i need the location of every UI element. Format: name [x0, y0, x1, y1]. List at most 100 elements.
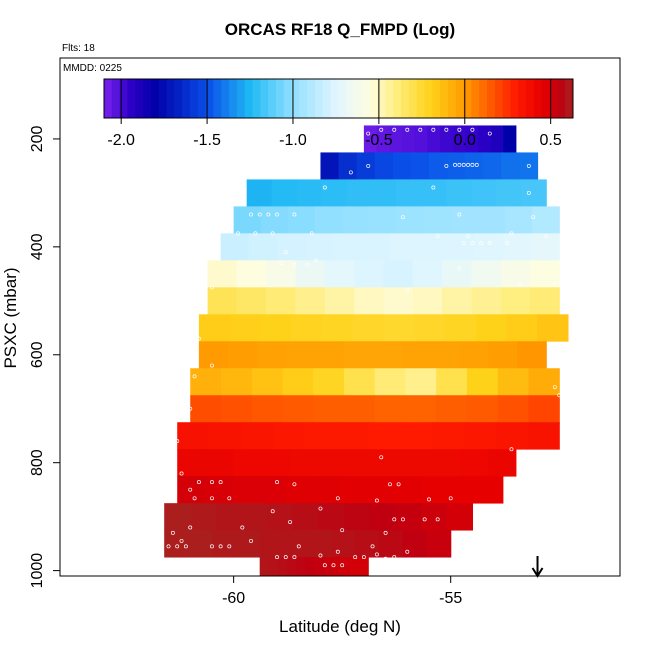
- heatmap-cell-r1-c6: [428, 152, 448, 180]
- colorbar-tick-label-1: -1.5: [193, 132, 221, 149]
- heatmap-cell-r14-c7: [343, 503, 371, 531]
- heatmap-cell-r5-c0: [207, 260, 238, 288]
- sample-point-20: [322, 185, 327, 190]
- colorbar-segment-53: [518, 79, 527, 118]
- heatmap-cell-r12-c3: [261, 449, 291, 477]
- colorbar-segment-49: [487, 79, 496, 118]
- sample-point-44: [505, 241, 510, 246]
- sample-point-0: [366, 131, 371, 136]
- colorbar-segment-58: [557, 79, 566, 118]
- heatmap-cell-r3-c9: [477, 206, 506, 234]
- sample-point-65: [561, 401, 566, 406]
- colorbar-segment-15: [221, 79, 230, 118]
- colorbar-segment-28: [322, 79, 332, 118]
- colorbar-tick-label-2: -1.0: [279, 132, 307, 149]
- sample-point-82: [374, 498, 379, 503]
- heatmap-cell-r16-c2: [277, 557, 288, 577]
- sample-point-95: [340, 528, 345, 533]
- heatmap-cell-r6-c4: [324, 287, 355, 315]
- sample-point-32: [253, 231, 258, 236]
- colorbar-segment-33: [361, 79, 371, 118]
- heatmap-cell-r9-c2: [251, 368, 284, 396]
- colorbar-tick-label-3: -0.5: [365, 132, 393, 149]
- sample-point-45: [279, 261, 284, 265]
- heatmap-cell-r3-c2: [287, 206, 316, 234]
- heatmap-cell-r7-c8: [444, 314, 477, 342]
- heatmap-cell-r4-c7: [418, 233, 447, 261]
- heatmap-cell-r13-c10: [448, 476, 477, 504]
- heatmap-cell-r15-c4: [259, 530, 285, 558]
- sample-point-84: [448, 496, 453, 501]
- heatmap-cell-r7-c3: [291, 314, 323, 342]
- sample-point-9: [487, 131, 492, 136]
- heatmap-cell-r7-c5: [352, 314, 385, 342]
- x-tick-label-1: -55: [439, 590, 462, 607]
- sample-point-69: [179, 471, 184, 476]
- sample-point-83: [427, 497, 431, 502]
- heatmap-cell-r14-c5: [292, 503, 319, 531]
- chart-title: ORCAS RF18 Q_FMPD (Log): [225, 20, 455, 39]
- colorbar-segment-30: [338, 79, 347, 118]
- sample-point-27: [292, 212, 297, 217]
- sample-point-106: [370, 544, 375, 549]
- plot-frame: [59, 57, 621, 577]
- heatmap-cell-r8-c7: [401, 341, 432, 369]
- heatmap-cell-r14-c9: [395, 503, 422, 531]
- heatmap-cell-r13-c3: [258, 476, 287, 504]
- heatmap-cell-r8-c1: [227, 341, 258, 369]
- heatmap-cell-r16-c3: [286, 557, 297, 577]
- heatmap-cell-r16-c1: [268, 557, 279, 577]
- heatmap-cell-r8-c3: [285, 341, 316, 369]
- sample-point-30: [531, 215, 536, 220]
- sample-point-112: [353, 555, 358, 560]
- heatmap-cell-r9-c6: [374, 368, 407, 396]
- heatmap-cell-r15-c5: [283, 530, 309, 558]
- colorbar: -2.0 -1.5 -1.0 -0.5 0.0 0.5: [103, 78, 574, 149]
- heatmap-cell-r3-c1: [260, 206, 289, 234]
- heatmap-cell-r7-c9: [475, 314, 508, 342]
- sample-point-99: [166, 544, 171, 549]
- heatmap-cell-r10-c6: [374, 395, 407, 423]
- sample-point-31: [236, 231, 240, 236]
- sample-point-54: [561, 293, 566, 298]
- heatmap-cell-r5-c11: [529, 260, 560, 288]
- y-tick-label-2: 600: [29, 341, 46, 368]
- heatmap-cell-r9-c7: [405, 368, 437, 396]
- heatmap-cell-r12-c7: [374, 449, 404, 477]
- heatmap-cell-r13-c0: [177, 476, 205, 504]
- sample-point-119: [331, 563, 336, 568]
- heatmap-cell-r11-c2: [240, 422, 274, 450]
- sample-point-86: [318, 506, 323, 511]
- heatmap-cell-r9-c5: [343, 368, 376, 396]
- heatmap-cell-r3-c4: [342, 206, 370, 234]
- y-axis: 200 400 600 800 1000: [29, 125, 60, 588]
- heatmap-cell-r10-c3: [282, 395, 314, 423]
- sample-point-35: [435, 234, 440, 239]
- sample-point-40: [461, 241, 466, 246]
- heatmap-cell-r13-c6: [340, 476, 368, 504]
- heatmap-cell-r10-c1: [220, 395, 253, 423]
- heatmap-cell-r16-c5: [304, 557, 315, 577]
- colorbar-segment-13: [205, 79, 214, 118]
- heatmap-cell-r6-c10: [500, 287, 531, 315]
- heatmap-cell-r11-c4: [304, 422, 337, 450]
- colorbar-segment-4: [135, 79, 144, 118]
- heatmap-cell-r5-c8: [442, 260, 472, 288]
- sample-point-121: [401, 563, 405, 568]
- heatmap-cell-r0-c9: [477, 125, 492, 153]
- sample-point-11: [366, 163, 371, 168]
- heatmap-cell-r8-c0: [198, 341, 229, 369]
- sample-point-98: [249, 538, 253, 543]
- sample-point-89: [401, 517, 405, 522]
- heatmap-cell-r3-c3: [315, 206, 343, 234]
- sample-point-36: [466, 234, 471, 239]
- y-tick-label-3: 800: [29, 449, 46, 476]
- heatmap-cell-r16-c7: [323, 557, 333, 577]
- heatmap-cell-r1-c2: [356, 152, 376, 180]
- sample-point-66: [175, 439, 180, 444]
- heatmap-cell-r8-c10: [488, 341, 518, 369]
- heatmap-cell-r4-c5: [361, 233, 391, 261]
- heatmap-cell-r14-c0: [164, 503, 191, 531]
- heatmap-cell-r1-c0: [320, 152, 340, 180]
- colorbar-segment-6: [150, 79, 160, 118]
